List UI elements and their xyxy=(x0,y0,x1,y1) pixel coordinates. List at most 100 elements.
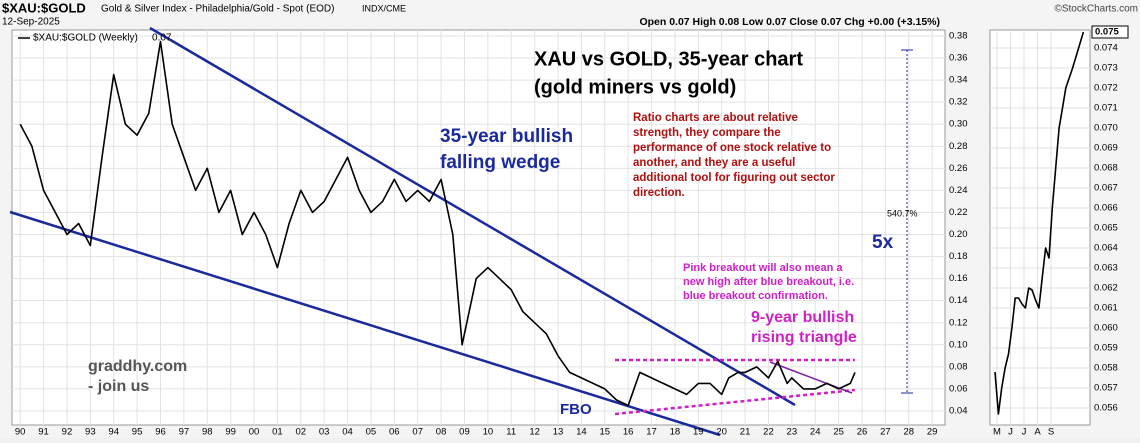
pink-note: blue breakout confirmation. xyxy=(683,290,828,302)
y-tick-label: 0.072 xyxy=(1094,83,1118,94)
x-tick-label: J xyxy=(1022,427,1027,438)
x-tick-label: 06 xyxy=(389,427,400,438)
y-tick-label: 0.14 xyxy=(949,295,968,306)
y-tick-label: 0.20 xyxy=(949,229,968,240)
note-line: direction. xyxy=(633,187,685,199)
y-tick-label: 0.28 xyxy=(949,141,968,152)
grid xyxy=(12,30,945,425)
x-tick-label: 20 xyxy=(716,427,727,438)
x-tick-label: 27 xyxy=(880,427,891,438)
y-tick-label: 0.061 xyxy=(1094,303,1118,314)
x-tick-label: 01 xyxy=(272,427,283,438)
y-tick-label: 0.057 xyxy=(1094,383,1118,394)
y-tick-label: 0.074 xyxy=(1094,43,1118,54)
gain-label: 540.7% xyxy=(887,208,918,218)
triangle-label: 9-year bullish xyxy=(751,309,854,326)
x-tick-label: 97 xyxy=(179,427,190,438)
y-tick-label: 0.38 xyxy=(949,30,968,41)
y-tick-label: 0.04 xyxy=(949,406,968,417)
source: ©StockCharts.com xyxy=(1054,4,1138,15)
x-tick-label: 96 xyxy=(155,427,166,438)
y-tick-label: 0.16 xyxy=(949,273,968,284)
note-line: additional tool for figuring out sector xyxy=(633,172,835,184)
subtitle: Gold & Silver Index - Philadelphia/Gold … xyxy=(101,4,334,15)
note-line: Ratio charts are about relative xyxy=(633,112,798,124)
x-tick-label: 19 xyxy=(693,427,704,438)
x-tick-label: 23 xyxy=(787,427,798,438)
y-tick-label: 0.068 xyxy=(1094,163,1118,174)
triangle-label: rising triangle xyxy=(751,329,857,346)
x-tick-label: 25 xyxy=(833,427,844,438)
wedge-lower xyxy=(9,210,721,437)
y-tick-label: 0.073 xyxy=(1094,63,1118,74)
y-tick-label: 0.06 xyxy=(949,383,968,394)
x-tick-label: 93 xyxy=(85,427,96,438)
x-tick-label: 98 xyxy=(202,427,213,438)
y-tick-label: 0.12 xyxy=(949,317,968,328)
annotation: falling wedge xyxy=(440,152,560,173)
y-tick-label: 0.056 xyxy=(1094,403,1118,414)
y-tick-label: 0.26 xyxy=(949,163,968,174)
y-tick-label: 0.10 xyxy=(949,339,968,350)
headline: (gold miners vs gold) xyxy=(534,76,736,98)
y-tick-label: 0.070 xyxy=(1094,123,1118,134)
x-tick-label: 22 xyxy=(763,427,774,438)
x-tick-label: 00 xyxy=(249,427,260,438)
y-tick-label: 0.066 xyxy=(1094,203,1118,214)
x-tick-label: 17 xyxy=(646,427,657,438)
legend-label: $XAU:$GOLD (Weekly) xyxy=(33,33,138,44)
current-value-box xyxy=(1091,25,1129,39)
note-line: another, and they are a useful xyxy=(633,157,795,169)
y-tick-label: 0.067 xyxy=(1094,183,1118,194)
y-tick-label: 0.08 xyxy=(949,361,968,372)
x-tick-label: 15 xyxy=(599,427,610,438)
x-tick-label: 91 xyxy=(38,427,49,438)
pink-note: Pink breakout will also mean a xyxy=(683,262,843,274)
y-tick-label: 0.36 xyxy=(949,53,968,64)
y-tick-label: 0.065 xyxy=(1094,223,1118,234)
x-tick-label: 99 xyxy=(225,427,236,438)
y-tick-label: 0.058 xyxy=(1094,363,1118,374)
note-line: performance of one stock relative to xyxy=(633,142,831,154)
x-tick-label: 13 xyxy=(553,427,564,438)
y-tick-label: 0.071 xyxy=(1094,103,1118,114)
x-tick-label: 24 xyxy=(810,427,821,438)
x-tick-label: 11 xyxy=(506,427,516,438)
data-line xyxy=(994,31,1085,415)
wedge-upper xyxy=(149,26,796,407)
quote: Open 0.07 High 0.08 Low 0.07 Close 0.07 … xyxy=(639,16,940,28)
x-tick-label: 09 xyxy=(459,427,470,438)
current-value-label: 0.075 xyxy=(1095,27,1119,38)
site: graddhy.com xyxy=(88,358,187,375)
y-tick-label: 0.063 xyxy=(1094,263,1118,274)
y-tick-label: 0.062 xyxy=(1094,283,1118,294)
date: 12-Sep-2025 xyxy=(2,17,60,28)
x-tick-label: 28 xyxy=(903,427,914,438)
x-tick-label: 26 xyxy=(857,427,868,438)
x-tick-label: 07 xyxy=(412,427,423,438)
x-tick-label: 03 xyxy=(319,427,330,438)
triangle-bottom xyxy=(614,388,856,416)
legend-value: 0.07 xyxy=(152,33,172,44)
x-tick-label: 18 xyxy=(670,427,681,438)
x-tick-label: 16 xyxy=(623,427,634,438)
exchange: INDX/CME xyxy=(362,3,406,13)
plot xyxy=(19,31,1085,415)
y-tick-label: 0.24 xyxy=(949,185,968,196)
multiple: 5x xyxy=(872,232,894,253)
x-tick-label: J xyxy=(1008,427,1013,438)
symbol: $XAU:$GOLD xyxy=(2,0,86,15)
x-tick-label: 10 xyxy=(483,427,494,438)
x-tick-label: M xyxy=(993,427,1001,438)
y-tick-label: 0.059 xyxy=(1094,343,1118,354)
x-tick-label: A xyxy=(1034,427,1041,438)
y-tick-label: 0.18 xyxy=(949,251,968,262)
x-tick-label: 08 xyxy=(436,427,447,438)
x-tick-label: 04 xyxy=(342,427,353,438)
data-line xyxy=(19,40,856,407)
headline: XAU vs GOLD, 35-year chart xyxy=(534,48,803,70)
x-tick-label: 90 xyxy=(15,427,26,438)
site: - join us xyxy=(88,378,149,395)
trendline xyxy=(769,361,853,394)
